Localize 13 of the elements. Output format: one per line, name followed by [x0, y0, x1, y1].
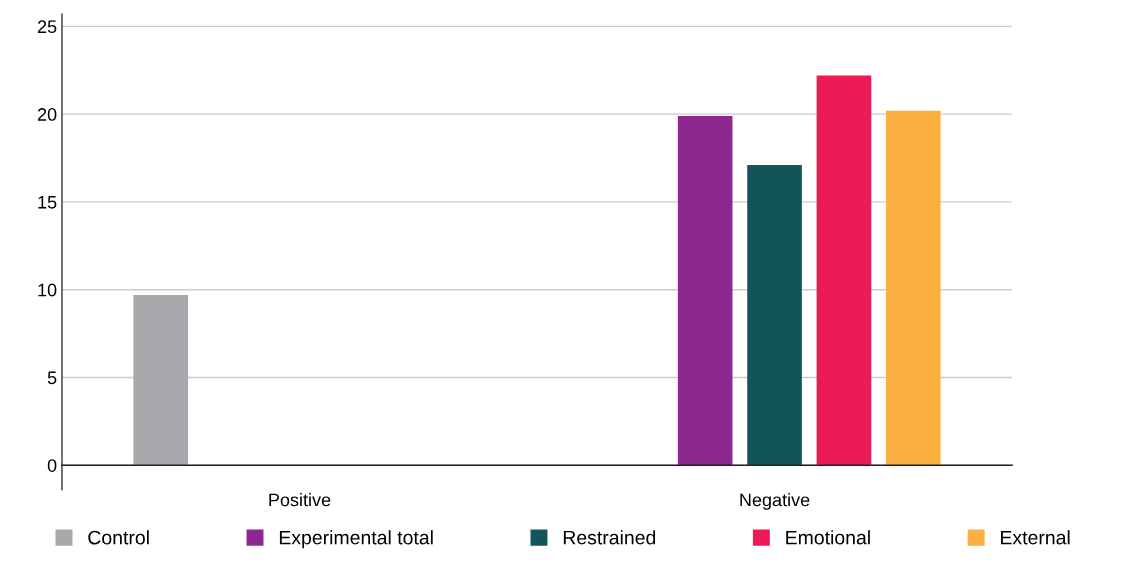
y-tick-label: 5 — [47, 371, 57, 385]
legend-label: Emotional — [786, 530, 870, 545]
legend-label: Restrained — [563, 530, 656, 545]
legend-label: External — [1001, 530, 1070, 545]
x-tick-label: Positive — [269, 493, 331, 507]
x-tick-label: Negative — [740, 493, 810, 510]
y-tick-label: 20 — [37, 108, 57, 121]
legend-label: Control — [88, 530, 149, 545]
y-tick-label: 0 — [47, 459, 57, 472]
legend-label: Experimental total — [279, 530, 433, 549]
y-tick-label: 15 — [38, 196, 57, 209]
y-tick-label: 25 — [37, 20, 57, 34]
y-tick-label: 10 — [38, 283, 57, 297]
